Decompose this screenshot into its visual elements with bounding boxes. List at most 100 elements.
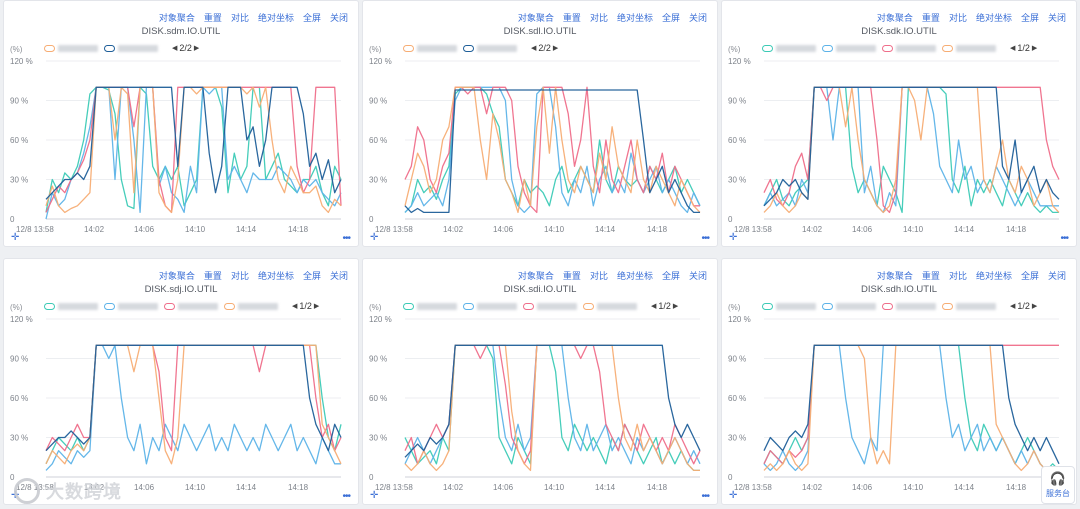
more-icon[interactable]: ••• (701, 233, 709, 244)
legend-item[interactable] (224, 302, 278, 310)
y-axis-unit: (%) (728, 45, 741, 54)
y-axis-unit: (%) (10, 45, 23, 54)
y-tick-label: 120 % (728, 57, 751, 66)
panel-action-1[interactable]: 重置 (203, 271, 222, 281)
legend-item[interactable] (882, 302, 936, 310)
pager-prev-icon[interactable]: ◀ (651, 303, 657, 310)
pager-next-icon[interactable]: ▶ (313, 303, 320, 310)
panel-action-4[interactable]: 全屏 (1020, 271, 1039, 281)
legend-item[interactable] (523, 302, 577, 310)
series-line-blue (45, 86, 342, 220)
legend-item[interactable] (762, 44, 816, 52)
panel-action-0[interactable]: 对象聚合 (517, 13, 554, 23)
panel-action-4[interactable]: 全屏 (302, 13, 321, 23)
legend-item[interactable] (104, 44, 158, 52)
more-icon[interactable]: ••• (342, 233, 350, 244)
pager-next-icon[interactable]: ▶ (1031, 303, 1038, 310)
legend-marker (164, 302, 175, 310)
panel-action-5[interactable]: 关闭 (688, 271, 707, 281)
more-icon[interactable]: ••• (342, 491, 350, 502)
crosshair-icon[interactable]: ✛ (11, 232, 20, 243)
legend-marker (942, 44, 953, 52)
legend-item[interactable] (44, 302, 98, 310)
pager-prev-icon[interactable]: ◀ (531, 45, 537, 52)
panel-action-0[interactable]: 对象聚合 (158, 13, 195, 23)
y-tick-label: 30 % (728, 434, 746, 443)
legend-item[interactable] (164, 302, 218, 310)
panel-action-5[interactable]: 关闭 (688, 13, 707, 23)
panel-action-1[interactable]: 重置 (921, 13, 940, 23)
pager-next-icon[interactable]: ▶ (1031, 45, 1038, 52)
y-tick-label: 30 % (728, 176, 746, 185)
panel-action-0[interactable]: 对象聚合 (517, 271, 554, 281)
legend-marker (224, 302, 235, 310)
panel-action-2[interactable]: 对比 (948, 271, 967, 281)
panel-action-1[interactable]: 重置 (562, 13, 581, 23)
panel-action-5[interactable]: 关闭 (329, 271, 348, 281)
panel-action-3[interactable]: 绝对坐标 (257, 13, 294, 23)
legend-item[interactable] (583, 302, 637, 310)
panel-action-3[interactable]: 绝对坐标 (616, 271, 653, 281)
legend-item[interactable] (44, 44, 98, 52)
legend-item[interactable] (403, 44, 457, 52)
legend-item[interactable] (762, 302, 816, 310)
legend-item[interactable] (403, 302, 457, 310)
pager-prev-icon[interactable]: ◀ (1010, 303, 1016, 310)
legend-item[interactable] (942, 302, 996, 310)
chart-legend: ◀ 1/2 ▶ (403, 299, 678, 313)
panel-action-1[interactable]: 重置 (921, 271, 940, 281)
pager-prev-icon[interactable]: ◀ (292, 303, 298, 310)
crosshair-icon[interactable]: ✛ (729, 490, 738, 501)
legend-item[interactable] (942, 44, 996, 52)
y-tick-label: 90 % (728, 355, 746, 364)
panel-action-4[interactable]: 全屏 (1020, 13, 1039, 23)
panel-action-2[interactable]: 对比 (589, 13, 608, 23)
y-axis-unit: (%) (728, 303, 741, 312)
legend-item[interactable] (463, 302, 517, 310)
panel-action-3[interactable]: 绝对坐标 (975, 271, 1012, 281)
panel-action-5[interactable]: 关闭 (1047, 13, 1066, 23)
panel-action-0[interactable]: 对象聚合 (158, 271, 195, 281)
pager-next-icon[interactable]: ▶ (672, 303, 679, 310)
crosshair-icon[interactable]: ✛ (370, 232, 379, 243)
panel-action-4[interactable]: 全屏 (661, 271, 680, 281)
x-tick-label: 14:10 (903, 483, 924, 492)
panel-action-2[interactable]: 对比 (589, 271, 608, 281)
panel-action-5[interactable]: 关闭 (329, 13, 348, 23)
panel-action-2[interactable]: 对比 (230, 271, 249, 281)
panel-action-0[interactable]: 对象聚合 (876, 271, 913, 281)
legend-marker (583, 302, 594, 310)
panel-action-4[interactable]: 全屏 (302, 271, 321, 281)
legend-item[interactable] (104, 302, 158, 310)
panel-action-3[interactable]: 绝对坐标 (975, 13, 1012, 23)
pager-prev-icon[interactable]: ◀ (172, 45, 178, 52)
pager-prev-icon[interactable]: ◀ (1010, 45, 1016, 52)
panel-action-2[interactable]: 对比 (230, 13, 249, 23)
panel-action-5[interactable]: 关闭 (1047, 271, 1066, 281)
service-desk-button[interactable]: 🎧 服务台 (1041, 466, 1075, 504)
panel-action-3[interactable]: 绝对坐标 (616, 13, 653, 23)
chart-plot: 030 %60 %90 %120 %12/8 13:58 14:02 14:06 14… (10, 315, 342, 492)
legend-item[interactable] (882, 44, 936, 52)
crosshair-icon[interactable]: ✛ (729, 232, 738, 243)
panel-action-1[interactable]: 重置 (562, 271, 581, 281)
panel-action-1[interactable]: 重置 (203, 13, 222, 23)
x-tick-label: 14:02 (802, 483, 823, 492)
chart-title: DISK.sdi.IO.UTIL (503, 284, 577, 295)
legend-label-redacted (896, 44, 936, 52)
watermark: 大数跨境 (14, 478, 122, 504)
legend-item[interactable] (463, 44, 517, 52)
panel-action-3[interactable]: 绝对坐标 (257, 271, 294, 281)
more-icon[interactable]: ••• (1060, 233, 1068, 244)
more-icon[interactable]: ••• (701, 491, 709, 502)
x-tick-label: 14:02 (84, 225, 105, 234)
panel-action-0[interactable]: 对象聚合 (876, 13, 913, 23)
legend-item[interactable] (822, 302, 876, 310)
panel-action-4[interactable]: 全屏 (661, 13, 680, 23)
pager-next-icon[interactable]: ▶ (193, 45, 200, 52)
pager-next-icon[interactable]: ▶ (552, 45, 559, 52)
legend-item[interactable] (822, 44, 876, 52)
panel-action-2[interactable]: 对比 (948, 13, 967, 23)
series-line-orange (404, 344, 700, 472)
crosshair-icon[interactable]: ✛ (370, 490, 379, 501)
